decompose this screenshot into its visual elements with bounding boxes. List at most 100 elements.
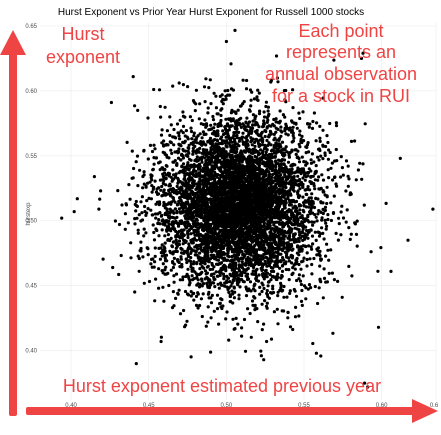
data-point: [233, 291, 236, 294]
data-point: [198, 102, 201, 105]
data-point: [315, 139, 318, 142]
data-point: [211, 294, 214, 297]
data-point: [209, 102, 212, 105]
data-point: [139, 249, 142, 252]
data-point: [234, 111, 237, 114]
data-point: [385, 202, 388, 205]
data-point: [229, 62, 232, 65]
data-point: [316, 302, 319, 305]
data-point: [308, 257, 311, 260]
data-point: [279, 244, 282, 247]
data-point: [221, 129, 224, 132]
data-point: [141, 175, 144, 178]
data-point: [307, 220, 310, 223]
data-point: [201, 136, 204, 139]
data-point: [191, 186, 194, 189]
data-point: [238, 265, 241, 268]
data-point: [239, 105, 242, 108]
data-point: [182, 162, 185, 165]
data-point: [172, 216, 175, 219]
data-point: [233, 193, 236, 196]
data-point: [211, 139, 214, 142]
data-point: [301, 110, 304, 113]
data-point: [260, 248, 263, 251]
data-point: [265, 139, 268, 142]
data-point: [178, 289, 181, 292]
data-point: [249, 129, 252, 132]
data-point: [302, 257, 305, 260]
data-point: [172, 304, 175, 307]
data-point: [301, 260, 304, 263]
data-point: [280, 289, 283, 292]
data-point: [258, 286, 261, 289]
data-point: [270, 338, 273, 341]
data-point: [202, 292, 205, 295]
data-point: [291, 164, 294, 167]
data-point: [256, 89, 259, 92]
data-point: [316, 197, 319, 200]
data-point: [169, 208, 172, 211]
data-point: [194, 225, 197, 228]
data-point: [165, 143, 168, 146]
data-point: [212, 272, 215, 275]
data-point: [206, 266, 209, 269]
data-point: [168, 250, 171, 253]
data-point: [331, 272, 334, 275]
data-point: [273, 310, 276, 313]
data-point: [220, 136, 223, 139]
data-point: [305, 229, 308, 232]
data-point: [356, 245, 359, 248]
data-point: [191, 119, 194, 122]
data-point: [198, 147, 201, 150]
data-point: [264, 260, 267, 263]
data-point: [157, 287, 160, 290]
data-point: [209, 124, 212, 127]
data-point: [296, 175, 299, 178]
data-point: [126, 141, 129, 144]
data-point: [353, 139, 356, 142]
data-point: [335, 232, 338, 235]
data-point: [221, 140, 224, 143]
data-point: [162, 182, 165, 185]
data-point: [167, 172, 170, 175]
data-point: [171, 168, 174, 171]
data-point: [157, 247, 160, 250]
data-point: [179, 312, 182, 315]
data-point: [200, 175, 203, 178]
data-point: [224, 175, 227, 178]
data-point: [250, 336, 253, 339]
data-point: [261, 328, 264, 331]
data-point: [160, 134, 163, 137]
data-point: [138, 270, 141, 273]
data-point: [167, 233, 170, 236]
data-point: [245, 269, 248, 272]
data-point: [246, 307, 249, 310]
data-point: [242, 195, 245, 198]
data-point: [206, 321, 209, 324]
data-point: [186, 233, 189, 236]
data-point: [258, 145, 261, 148]
data-point: [206, 111, 209, 114]
data-point: [347, 165, 350, 168]
data-point: [149, 181, 152, 184]
data-point: [173, 257, 176, 260]
data-point: [249, 280, 252, 283]
data-point: [151, 191, 154, 194]
data-point: [279, 218, 282, 221]
data-point: [325, 225, 328, 228]
data-point: [319, 155, 322, 158]
data-point: [326, 249, 329, 252]
data-point: [192, 134, 195, 137]
data-point: [289, 325, 292, 328]
data-point: [296, 127, 299, 130]
data-point: [317, 175, 320, 178]
data-point: [172, 143, 175, 146]
data-point: [318, 147, 321, 150]
data-point: [313, 187, 316, 190]
data-point: [315, 164, 318, 167]
data-point: [182, 309, 185, 312]
data-point: [311, 235, 314, 238]
data-point: [222, 251, 225, 254]
data-point: [309, 286, 312, 289]
data-point: [195, 277, 198, 280]
